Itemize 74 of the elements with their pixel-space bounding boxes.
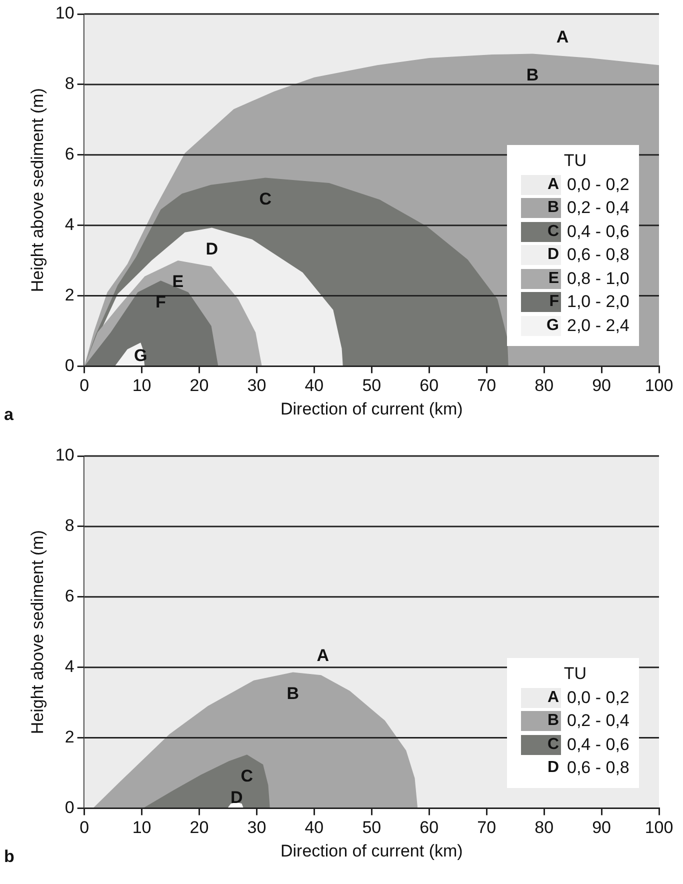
y-tick-label: 8 <box>64 74 74 94</box>
text: F <box>549 293 559 310</box>
x-tick-label: 40 <box>304 376 324 396</box>
text: B <box>547 199 559 216</box>
annotation: B <box>526 65 539 84</box>
text: C <box>547 736 559 753</box>
text: G <box>546 316 559 334</box>
x-tick-label: 0 <box>80 818 90 838</box>
x-axis-title: Direction of current (km) <box>280 399 463 418</box>
y-tick-label: 0 <box>64 356 74 375</box>
legend-label: 0,8 - 1,0 <box>567 268 630 289</box>
y-axis-title: Height above sediment (m) <box>28 88 47 292</box>
annotation: F <box>156 292 166 312</box>
annotation: D <box>206 239 218 258</box>
legend-title: TU <box>562 151 588 172</box>
annotation: A <box>316 646 330 665</box>
y-tick-label: 8 <box>64 516 74 536</box>
y-tick-label: 6 <box>64 586 74 606</box>
legend-label: 2,0 - 2,4 <box>567 316 630 336</box>
text: E <box>548 270 559 287</box>
y-tick-label: 6 <box>64 144 74 164</box>
legend-label: 0,2 - 0,4 <box>567 198 630 218</box>
x-tick-label: 10 <box>132 376 152 396</box>
annotation: A <box>556 27 569 46</box>
x-tick-label: 10 <box>132 818 152 838</box>
x-axis-title: Direction of current (km) <box>280 841 463 860</box>
x-tick-label: 70 <box>477 818 496 838</box>
legend-label: 1,0 - 2,0 <box>567 292 630 312</box>
y-tick-label: 2 <box>64 727 74 746</box>
legend-label: 0,2 - 0,4 <box>567 711 630 732</box>
legend-label: 0,6 - 0,8 <box>567 758 630 778</box>
x-tick-label: 100 <box>644 376 674 396</box>
annotation: D <box>230 788 243 807</box>
x-tick-label: 100 <box>644 818 674 838</box>
y-axis-title: Height above sediment (m) <box>28 530 47 734</box>
x-tick-label: 20 <box>190 818 209 838</box>
text: C <box>547 222 559 240</box>
annotation: E <box>172 272 184 292</box>
text: D <box>547 759 559 776</box>
x-tick-label: 0 <box>80 376 90 396</box>
y-tick-label: 2 <box>64 285 74 304</box>
text: A <box>547 688 559 706</box>
y-tick-label: 10 <box>55 446 74 465</box>
x-tick-label: 90 <box>592 376 611 396</box>
text: a <box>4 405 14 424</box>
x-tick-label: 90 <box>592 818 611 838</box>
annotation: C <box>259 189 272 208</box>
x-tick-label: 70 <box>477 376 496 396</box>
legend-label: 0,4 - 0,6 <box>567 734 630 755</box>
y-tick-label: 10 <box>55 4 74 23</box>
text: A <box>547 176 559 193</box>
legend-title: TU <box>562 664 588 684</box>
x-tick-label: 30 <box>247 376 266 396</box>
text: D <box>547 246 559 264</box>
annotation: C <box>240 766 254 786</box>
text: B <box>547 712 559 730</box>
x-tick-label: 30 <box>247 818 266 838</box>
y-tick-label: 4 <box>64 215 74 234</box>
annotation: B <box>286 684 300 703</box>
x-tick-label: 20 <box>190 376 209 396</box>
x-tick-label: 40 <box>304 818 324 838</box>
text: b <box>4 847 14 866</box>
y-tick-label: 0 <box>64 798 74 817</box>
x-tick-label: 60 <box>420 376 439 396</box>
x-tick-label: 50 <box>362 818 382 838</box>
x-tick-label: 60 <box>420 818 439 838</box>
legend-label: 0,4 - 0,6 <box>567 222 630 242</box>
legend-label: 0,0 - 0,2 <box>567 688 630 708</box>
y-tick-label: 4 <box>64 657 74 676</box>
legend-label: 0,6 - 0,8 <box>567 245 630 266</box>
x-tick-label: 50 <box>362 376 382 396</box>
x-tick-label: 80 <box>534 818 554 838</box>
x-tick-label: 80 <box>534 376 554 396</box>
legend-label: 0,0 - 0,2 <box>567 174 630 195</box>
